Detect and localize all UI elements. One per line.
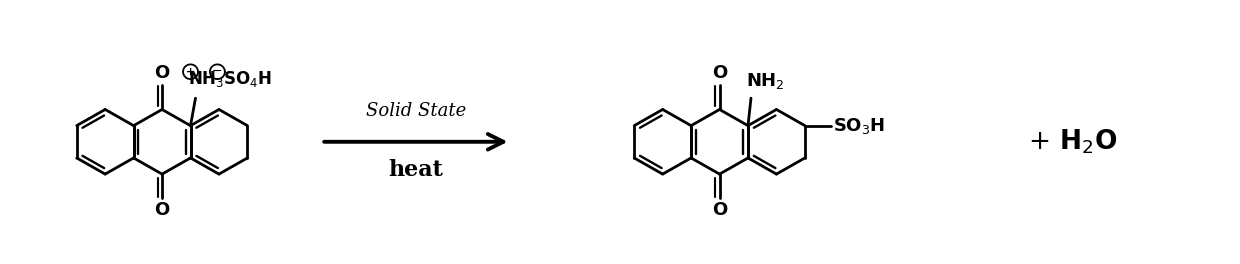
Text: +: + <box>186 67 195 77</box>
Text: −: − <box>212 65 223 78</box>
Text: $+$ H$_2$O: $+$ H$_2$O <box>1028 128 1117 156</box>
Text: O: O <box>155 201 170 219</box>
Text: NH$_3$SO$_4$H: NH$_3$SO$_4$H <box>187 69 272 89</box>
Text: SO$_3$H: SO$_3$H <box>833 116 885 136</box>
Text: Solid State: Solid State <box>366 102 466 120</box>
Text: O: O <box>155 64 170 82</box>
Text: heat: heat <box>388 159 444 181</box>
Text: O: O <box>712 64 727 82</box>
Text: NH$_2$: NH$_2$ <box>746 71 785 91</box>
Text: O: O <box>712 201 727 219</box>
